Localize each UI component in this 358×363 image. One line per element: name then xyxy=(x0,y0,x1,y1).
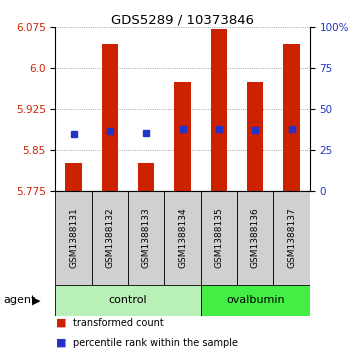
Text: GSM1388135: GSM1388135 xyxy=(214,207,223,268)
Bar xyxy=(201,191,237,285)
Bar xyxy=(66,163,82,191)
Text: percentile rank within the sample: percentile rank within the sample xyxy=(73,338,238,348)
Text: ■: ■ xyxy=(55,338,66,348)
Text: ovalbumin: ovalbumin xyxy=(226,295,285,305)
Text: ▶: ▶ xyxy=(32,295,41,305)
Bar xyxy=(201,285,310,316)
Text: GSM1388136: GSM1388136 xyxy=(251,207,260,268)
Bar xyxy=(102,44,118,191)
Bar xyxy=(55,191,92,285)
Text: transformed count: transformed count xyxy=(73,318,164,328)
Bar xyxy=(92,191,128,285)
Bar xyxy=(138,163,154,191)
Text: ■: ■ xyxy=(55,318,66,328)
Text: control: control xyxy=(109,295,147,305)
Text: GSM1388132: GSM1388132 xyxy=(106,207,115,268)
Bar xyxy=(211,29,227,191)
Bar xyxy=(128,191,164,285)
Text: GSM1388131: GSM1388131 xyxy=(69,207,78,268)
Text: GSM1388137: GSM1388137 xyxy=(287,207,296,268)
Bar xyxy=(274,191,310,285)
Bar xyxy=(164,191,201,285)
Bar xyxy=(174,82,191,191)
Bar xyxy=(237,191,274,285)
Text: GSM1388133: GSM1388133 xyxy=(142,207,151,268)
Title: GDS5289 / 10373846: GDS5289 / 10373846 xyxy=(111,13,254,26)
Text: GSM1388134: GSM1388134 xyxy=(178,207,187,268)
Bar xyxy=(55,285,201,316)
Bar xyxy=(283,44,300,191)
Bar xyxy=(247,82,263,191)
Text: agent: agent xyxy=(4,295,36,305)
